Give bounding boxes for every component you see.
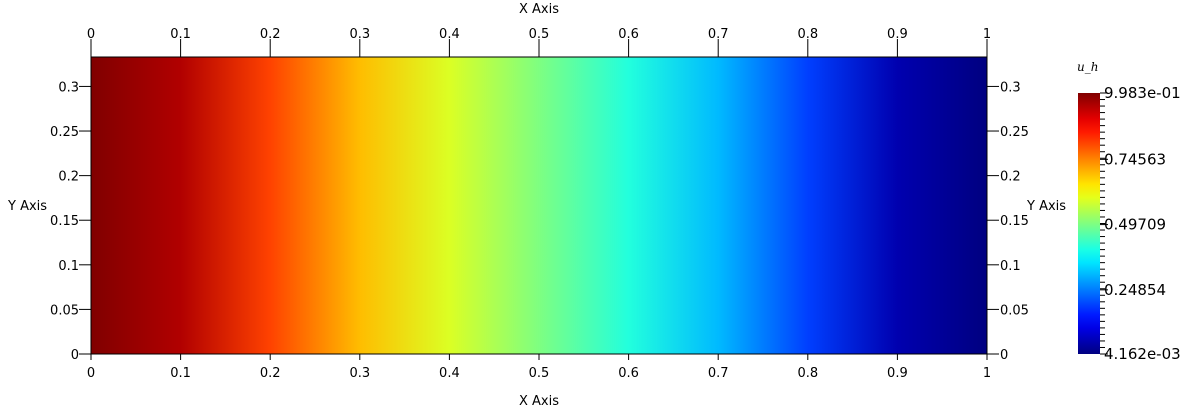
x-tick-label-top: 0.6 — [618, 27, 639, 42]
y-tick-label-left: 0.2 — [58, 170, 79, 185]
colorbar-ticks: 9.983e-01 0.74563 0.49709 0.24854 4.162e-03 — [1100, 84, 1181, 363]
colorbar-label: 0.74563 — [1104, 150, 1166, 168]
y-tick-label-right: 0 — [1000, 348, 1008, 363]
x-tick-label-bottom: 0.3 — [349, 366, 370, 381]
x-axis-title-top: X Axis — [519, 2, 559, 17]
x-tick-label-bottom: 1 — [983, 366, 991, 381]
x-tick-label-bottom: 0.6 — [618, 366, 639, 381]
x-tick-label-bottom: 0.9 — [887, 366, 908, 381]
colorbar-gradient — [1078, 93, 1100, 354]
x-tick-label-top: 1 — [983, 27, 991, 42]
colorbar-title: u_h — [1077, 60, 1098, 74]
x-tick-label-bottom: 0.5 — [529, 366, 550, 381]
x-tick-label-bottom: 0.4 — [439, 366, 460, 381]
x-tick-label-bottom: 0.8 — [797, 366, 818, 381]
colorbar-label: 0.24854 — [1104, 281, 1166, 299]
x-tick-label-top: 0.3 — [349, 27, 370, 42]
y-tick-label-right: 0.3 — [1000, 80, 1021, 95]
y-tick-label-right: 0.25 — [1000, 125, 1029, 140]
y-tick-label-right: 0.05 — [1000, 303, 1029, 318]
x-tick-label-top: 0.5 — [529, 27, 550, 42]
colorbar-label: 9.983e-01 — [1104, 84, 1181, 102]
x-axis-title-bottom: X Axis — [519, 394, 559, 409]
y-axis-title-right: Y Axis — [1026, 199, 1066, 214]
y-tick-label-right: 0.2 — [1000, 170, 1021, 185]
x-tick-label-top: 0 — [87, 27, 95, 42]
x-tick-label-top: 0.2 — [260, 27, 281, 42]
colorbar: u_h 9.983e-01 0.74563 0.49709 0.24854 4.162e… — [1077, 60, 1181, 363]
y-tick-label-left: 0.15 — [50, 214, 79, 229]
colorbar-label: 0.49709 — [1104, 216, 1166, 234]
x-tick-label-top: 0.1 — [170, 27, 191, 42]
y-tick-label-left: 0.05 — [50, 303, 79, 318]
y-tick-label-left: 0.3 — [58, 80, 79, 95]
y-axis-title-left: Y Axis — [7, 199, 47, 214]
colorbar-label: 4.162e-03 — [1104, 345, 1181, 363]
y-tick-label-left: 0 — [71, 348, 79, 363]
y-tick-label-right: 0.1 — [1000, 259, 1021, 274]
x-tick-label-top: 0.4 — [439, 27, 460, 42]
x-tick-label-bottom: 0.7 — [708, 366, 729, 381]
x-tick-label-top: 0.7 — [708, 27, 729, 42]
x-tick-label-bottom: 0.1 — [170, 366, 191, 381]
axes: 000.10.10.20.20.30.30.40.40.50.50.60.60.… — [50, 27, 1029, 381]
y-tick-label-right: 0.15 — [1000, 214, 1029, 229]
y-tick-label-left: 0.1 — [58, 259, 79, 274]
x-tick-label-top: 0.8 — [797, 27, 818, 42]
x-tick-label-bottom: 0 — [87, 366, 95, 381]
field-plot-area — [91, 57, 987, 354]
x-tick-label-bottom: 0.2 — [260, 366, 281, 381]
x-tick-label-top: 0.9 — [887, 27, 908, 42]
y-tick-label-left: 0.25 — [50, 125, 79, 140]
